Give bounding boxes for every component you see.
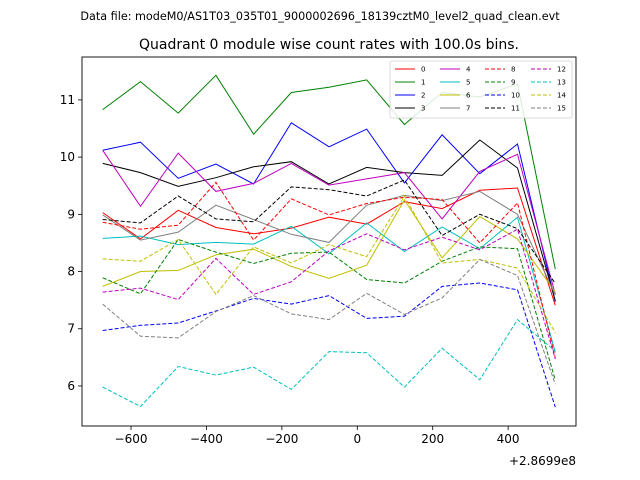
legend-label-0: 0 [421,66,425,74]
series-line-7 [102,190,556,296]
y-tick-label: 10 [60,150,75,164]
y-tick-label: 7 [67,322,75,336]
x-tick-label: 0 [353,432,361,446]
series-line-10 [102,282,556,408]
series-line-4 [102,150,556,295]
x-tick-label: −600 [115,432,148,446]
legend-label-12: 12 [557,66,566,74]
x-tick-label: 400 [497,432,520,446]
data-file-header: Data file: modeM0/AS1T03_035T01_90000026… [80,10,560,23]
legend-label-1: 1 [421,79,425,87]
series-line-11 [102,179,556,284]
legend-label-14: 14 [557,92,566,100]
series-line-3 [102,139,556,301]
legend-label-2: 2 [421,92,425,100]
series-line-13 [102,318,556,408]
x-axis: −600 −400 −200 0 200 400 [115,426,520,446]
x-tick-label: −200 [265,432,298,446]
legend-label-9: 9 [511,79,515,87]
series-line-6 [102,199,556,293]
series-line-5 [102,216,556,353]
series-line-12 [102,228,556,360]
y-axis: 6 7 8 9 10 11 [60,93,82,393]
y-tick-label: 9 [67,207,75,221]
axes-frame [81,56,577,427]
y-tick-label: 6 [67,379,75,393]
series-line-8 [102,181,556,359]
legend-label-7: 7 [466,105,470,113]
legend-label-5: 5 [466,79,470,87]
legend-label-11: 11 [511,105,520,113]
y-tick-label: 11 [60,93,75,107]
plot-area [81,56,577,427]
legend-label-15: 15 [557,105,566,113]
legend-label-4: 4 [466,66,471,74]
y-tick-label: 8 [67,265,75,279]
legend-label-8: 8 [511,66,515,74]
legend-label-3: 3 [421,105,425,113]
legend-label-6: 6 [466,92,471,100]
legend-label-13: 13 [557,79,566,87]
series-line-0 [102,187,556,306]
series-lines [102,74,556,408]
series-line-15 [102,258,556,385]
series-line-9 [102,238,556,381]
x-tick-label: 200 [421,432,444,446]
x-offset-label: +2.8699e8 [509,454,576,468]
series-line-2 [102,122,556,303]
chart-title: Quadrant 0 module wise count rates with … [139,37,519,53]
legend-label-10: 10 [511,92,520,100]
x-tick-label: −400 [190,432,223,446]
legend-box [389,60,573,119]
